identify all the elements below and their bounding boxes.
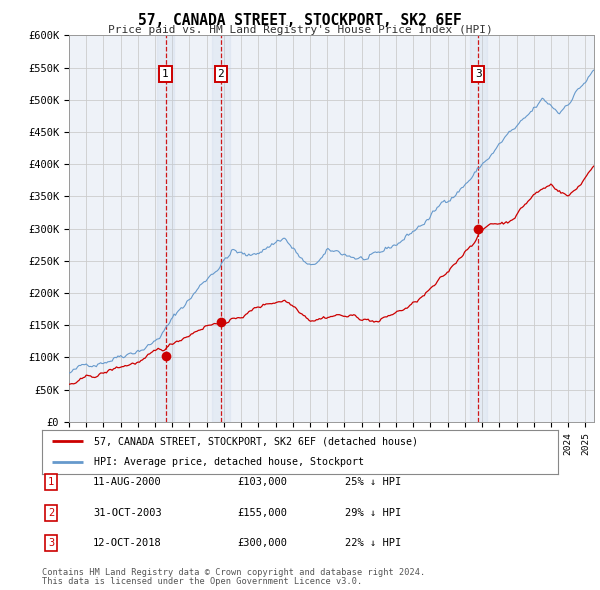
Text: 1: 1 bbox=[162, 69, 169, 79]
Text: 12-OCT-2018: 12-OCT-2018 bbox=[93, 539, 162, 548]
Text: £155,000: £155,000 bbox=[237, 508, 287, 517]
Text: 11-AUG-2000: 11-AUG-2000 bbox=[93, 477, 162, 487]
Text: 31-OCT-2003: 31-OCT-2003 bbox=[93, 508, 162, 517]
Text: 3: 3 bbox=[475, 69, 482, 79]
Bar bbox=[212, 35, 230, 422]
Text: 25% ↓ HPI: 25% ↓ HPI bbox=[345, 477, 401, 487]
Text: Contains HM Land Registry data © Crown copyright and database right 2024.: Contains HM Land Registry data © Crown c… bbox=[42, 568, 425, 577]
Text: 2: 2 bbox=[48, 508, 54, 517]
Text: 57, CANADA STREET, STOCKPORT, SK2 6EF: 57, CANADA STREET, STOCKPORT, SK2 6EF bbox=[138, 13, 462, 28]
Bar bbox=[470, 35, 487, 422]
Text: 22% ↓ HPI: 22% ↓ HPI bbox=[345, 539, 401, 548]
Text: This data is licensed under the Open Government Licence v3.0.: This data is licensed under the Open Gov… bbox=[42, 577, 362, 586]
Text: £103,000: £103,000 bbox=[237, 477, 287, 487]
Text: Price paid vs. HM Land Registry's House Price Index (HPI): Price paid vs. HM Land Registry's House … bbox=[107, 25, 493, 35]
Bar bbox=[157, 35, 174, 422]
Text: 1: 1 bbox=[48, 477, 54, 487]
Text: £300,000: £300,000 bbox=[237, 539, 287, 548]
Text: HPI: Average price, detached house, Stockport: HPI: Average price, detached house, Stoc… bbox=[94, 457, 364, 467]
Text: 29% ↓ HPI: 29% ↓ HPI bbox=[345, 508, 401, 517]
Text: 2: 2 bbox=[218, 69, 224, 79]
Text: 3: 3 bbox=[48, 539, 54, 548]
Text: 57, CANADA STREET, STOCKPORT, SK2 6EF (detached house): 57, CANADA STREET, STOCKPORT, SK2 6EF (d… bbox=[94, 437, 418, 447]
